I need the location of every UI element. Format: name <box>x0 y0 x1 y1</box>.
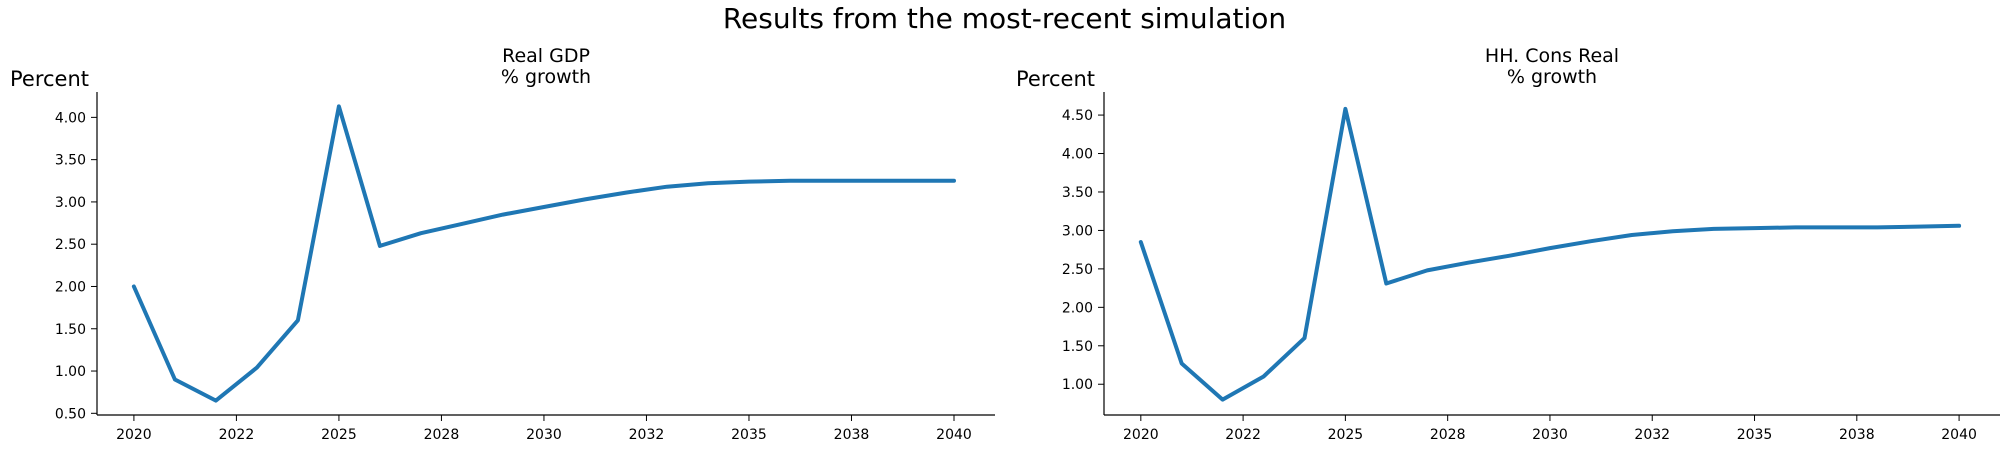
series-line <box>1138 106 1962 402</box>
x-tick-label: 2035 <box>731 427 767 443</box>
data-point <box>255 366 259 370</box>
y-tick-label: 3.00 <box>1062 223 1093 239</box>
data-point <box>337 104 341 108</box>
series-line <box>131 104 956 403</box>
data-point <box>460 222 464 226</box>
y-tick-label: 2.50 <box>1062 262 1093 278</box>
x-tick-label: 2032 <box>1634 427 1670 443</box>
data-point <box>952 179 956 183</box>
data-point <box>1507 254 1511 258</box>
y-tick-label: 3.50 <box>55 153 86 169</box>
data-point <box>1712 227 1716 231</box>
figure-title: Results from the most-recent simulation <box>722 2 1287 35</box>
x-tick-label: 2040 <box>936 427 972 443</box>
data-point <box>214 399 218 403</box>
data-point <box>829 179 833 183</box>
y-tick-label: 1.00 <box>1062 377 1093 393</box>
y-axis-label: Percent <box>1016 67 1095 91</box>
data-point <box>1875 225 1879 229</box>
data-point <box>706 181 710 185</box>
data-point <box>624 191 628 195</box>
data-point <box>747 180 751 184</box>
y-tick-label: 4.00 <box>55 110 86 126</box>
x-tick-label: 2038 <box>834 427 870 443</box>
data-point <box>1302 336 1306 340</box>
data-point <box>911 179 915 183</box>
chart-title-line: HH. Cons Real <box>1485 45 1619 67</box>
chart-title-line: Real GDP <box>502 45 590 67</box>
x-tick-label: 2025 <box>321 427 357 443</box>
x-tick-label: 2032 <box>629 427 665 443</box>
data-point <box>419 231 423 235</box>
data-point <box>1262 375 1266 379</box>
x-tick-label: 2040 <box>1941 427 1977 443</box>
x-tick-label: 2022 <box>1225 427 1261 443</box>
y-tick-label: 4.00 <box>1062 147 1093 163</box>
data-point <box>1957 224 1961 228</box>
data-point <box>870 179 874 183</box>
data-point <box>1589 239 1593 243</box>
y-tick-label: 0.50 <box>55 406 86 422</box>
data-point <box>583 197 587 201</box>
data-point <box>1343 107 1347 111</box>
chart-panel-2: HH. Cons Real % growth Percent 1.00 1.50 2.0… <box>1016 45 2000 443</box>
x-tick-label: 2025 <box>1328 427 1364 443</box>
data-point <box>1466 261 1470 265</box>
y-tick-label: 2.00 <box>55 279 86 295</box>
y-tick-label: 3.00 <box>55 195 86 211</box>
x-tick-label: 2028 <box>424 427 460 443</box>
data-point <box>1180 361 1184 365</box>
data-point <box>1221 398 1225 402</box>
data-point <box>296 318 300 322</box>
data-point <box>501 213 505 217</box>
data-point <box>1384 281 1388 285</box>
x-tick-label: 2020 <box>1123 427 1159 443</box>
x-tick-label: 2035 <box>1737 427 1773 443</box>
data-point <box>788 179 792 183</box>
data-point <box>1793 225 1797 229</box>
y-tick-label: 3.50 <box>1062 185 1093 201</box>
x-tick-label: 2030 <box>1532 427 1568 443</box>
data-point <box>1630 233 1634 237</box>
data-point <box>542 205 546 209</box>
x-tick-label: 2038 <box>1839 427 1875 443</box>
data-point <box>132 284 136 288</box>
x-tick-label: 2030 <box>526 427 562 443</box>
y-axis-label: Percent <box>10 67 89 91</box>
data-point <box>1671 229 1675 233</box>
y-tick-label: 1.50 <box>55 322 86 338</box>
data-point <box>1425 268 1429 272</box>
y-tick-label: 4.50 <box>1062 108 1093 124</box>
y-tick-label: 2.00 <box>1062 300 1093 316</box>
chart-title-line: % growth <box>501 66 591 88</box>
y-tick-label: 1.50 <box>1062 339 1093 355</box>
data-point <box>1916 225 1920 229</box>
data-point <box>378 244 382 248</box>
x-tick-label: 2022 <box>219 427 255 443</box>
y-tick-label: 2.50 <box>55 237 86 253</box>
y-tick-label: 1.00 <box>55 364 86 380</box>
data-point <box>665 185 669 189</box>
data-point <box>173 377 177 381</box>
data-point <box>1548 246 1552 250</box>
x-tick-label: 2020 <box>116 427 152 443</box>
chart-title-line: % growth <box>1507 66 1597 88</box>
chart-panel-1: Real GDP % growth Percent 0.50 1.00 1.50 2.00… <box>10 45 995 443</box>
x-tick-label: 2028 <box>1430 427 1466 443</box>
data-point <box>1753 226 1757 230</box>
data-point <box>1139 240 1143 244</box>
data-point <box>1834 225 1838 229</box>
